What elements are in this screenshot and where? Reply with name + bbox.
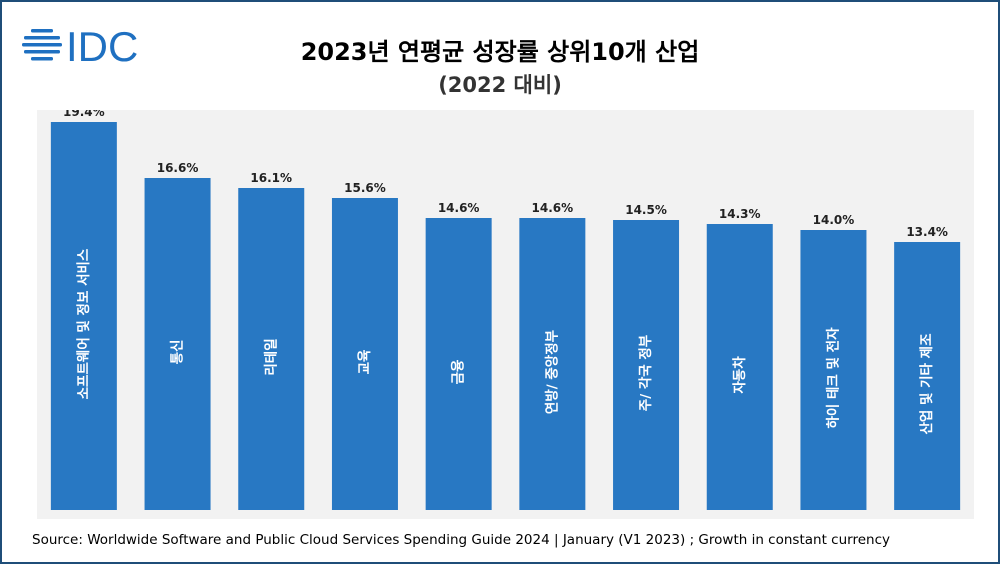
value-label-8: 14.3% (719, 207, 761, 221)
category-label-4: 교육 (357, 350, 373, 375)
bar-9 (800, 230, 867, 510)
bar-2 (144, 178, 211, 510)
bar-4 (331, 198, 398, 510)
bar-10 (894, 242, 961, 510)
value-label-9: 14.0% (813, 213, 855, 227)
bar-chart: 19.4% 소프트웨어 및 정보 서비스 16.6% 통신 16.1% 리테일 15.6% 교… (50, 110, 961, 510)
value-label-7: 14.5% (625, 203, 667, 217)
value-label-10: 13.4% (906, 225, 948, 239)
category-label-10: 산업 및 기타 제조 (918, 333, 935, 435)
category-label-2: 통신 (170, 340, 186, 365)
bar-6 (519, 218, 586, 510)
category-label-1: 소프트웨어 및 정보 서비스 (75, 248, 92, 399)
value-label-5: 14.6% (438, 201, 480, 215)
bar-7 (613, 220, 680, 510)
value-label-3: 16.1% (250, 171, 292, 185)
value-label-2: 16.6% (157, 161, 199, 175)
chart-title: 2023년 연평균 성장률 상위10개 산업 (300, 38, 700, 66)
category-label-8: 자동차 (732, 356, 748, 394)
category-label-3: 리테일 (263, 338, 279, 375)
logo-text: IDC (66, 24, 138, 66)
globe-icon (22, 29, 62, 61)
value-label-6: 14.6% (532, 201, 574, 215)
bar-8 (706, 224, 773, 510)
bar-3 (238, 188, 305, 510)
category-label-6: 연방/ 중앙정부 (543, 329, 560, 414)
category-label-9: 하이 테크 및 전자 (824, 327, 841, 429)
plot-area: 19.4% 소프트웨어 및 정보 서비스 16.6% 통신 16.1% 리테일 15.6% 교… (37, 110, 974, 519)
bar-1 (50, 122, 117, 510)
bar-5 (425, 218, 492, 510)
idc-logo: IDC (22, 24, 138, 66)
source-note: Source: Worldwide Software and Public Cl… (32, 532, 890, 548)
chart-subtitle: (2022 대비) (438, 73, 562, 97)
value-label-4: 15.6% (344, 181, 386, 195)
category-label-7: 주/ 각국 정부 (637, 334, 654, 411)
category-label-5: 금융 (451, 360, 467, 385)
value-label-1: 19.4% (63, 110, 105, 119)
